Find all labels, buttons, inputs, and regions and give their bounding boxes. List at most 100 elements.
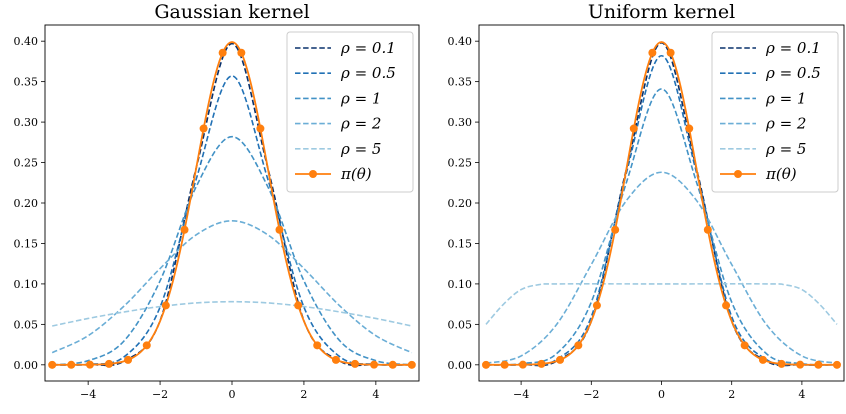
legend-label-rho-4: ρ = 5: [765, 140, 806, 158]
x-tick-label: −4: [513, 388, 529, 401]
plot-frame: [44, 24, 420, 382]
y-tick-label: 0.25: [448, 157, 473, 170]
target-density-marker: [629, 124, 638, 133]
target-density-marker: [518, 360, 527, 369]
y-tick-label: 0.20: [14, 197, 39, 210]
y-tick-label: 0.00: [448, 359, 473, 372]
series-line-rho-2: [485, 88, 838, 366]
y-tick-label: 0.30: [448, 116, 473, 129]
target-density-marker: [237, 48, 246, 57]
chart-title: Gaussian kernel: [154, 1, 309, 23]
target-density-marker: [124, 355, 133, 364]
series-line-rho-4: [485, 283, 838, 325]
x-tick-label: 2: [728, 388, 735, 401]
target-density-marker: [275, 225, 284, 234]
target-density-marker: [67, 360, 76, 369]
y-tick-label: 0.05: [448, 318, 473, 331]
target-density-marker: [482, 360, 491, 369]
target-density-marker: [740, 341, 749, 350]
chart-panel-1: Gaussian kernel −4 −2 0 2 4 0.00 0.05 0.10 0.15 0.…: [14, 1, 420, 401]
x-tick-label: 0: [658, 388, 665, 401]
chart-panel-2: Uniform kernel −4 −2 0 2 4 0.00 0.05 0.10 0.15 0.2…: [448, 1, 845, 401]
target-density-marker: [294, 301, 303, 310]
chart-title: Uniform kernel: [588, 1, 735, 23]
y-tick-label: 0.00: [14, 359, 39, 372]
target-density-marker: [777, 359, 786, 368]
target-density-marker: [500, 360, 509, 369]
series-line-rho-3: [485, 171, 838, 364]
target-density-marker: [331, 355, 340, 364]
legend-label-target: π(θ): [765, 165, 797, 183]
target-density-marker: [370, 360, 379, 369]
target-density-marker: [648, 48, 657, 57]
legend-label-rho-3: ρ = 2: [765, 115, 806, 133]
target-density-marker: [180, 225, 189, 234]
target-density-marker: [48, 360, 57, 369]
legend-label-rho-2: ρ = 1: [765, 89, 806, 107]
x-tick-label: 4: [372, 388, 379, 401]
legend-label-rho-0: ρ = 0.1: [765, 39, 821, 57]
target-density-marker: [703, 225, 712, 234]
y-tick-label: 0.20: [448, 197, 473, 210]
x-tick-label: −4: [80, 388, 96, 401]
target-density-marker: [537, 359, 546, 368]
x-tick-label: 4: [798, 388, 805, 401]
target-density-marker: [666, 48, 675, 57]
target-density-marker: [758, 355, 767, 364]
legend-label-rho-2: ρ = 1: [340, 89, 381, 107]
x-tick-label: −2: [152, 388, 168, 401]
target-density-marker: [313, 341, 322, 350]
legend-box: [286, 31, 414, 193]
series-line-rho-3: [51, 219, 413, 354]
target-density-marker: [611, 225, 620, 234]
target-density-marker: [832, 360, 841, 369]
target-density-marker: [796, 360, 805, 369]
target-density-marker: [592, 301, 601, 310]
y-tick-label: 0.40: [14, 35, 39, 48]
plot-area: [482, 41, 841, 369]
target-density-marker: [256, 124, 265, 133]
series-line-rho-0: [52, 42, 412, 367]
x-tick-label: 0: [229, 388, 236, 401]
legend-box: [711, 31, 839, 193]
target-density-marker: [388, 360, 397, 369]
x-tick-label: 2: [300, 388, 307, 401]
plot-area: [48, 41, 416, 369]
target-density-marker: [574, 341, 583, 350]
target-density-marker: [199, 124, 208, 133]
legend-label-rho-3: ρ = 2: [340, 115, 381, 133]
target-density-marker: [350, 359, 359, 368]
y-tick-label: 0.35: [14, 76, 39, 89]
series-line-rho-1: [52, 75, 412, 366]
legend-label-target: π(θ): [340, 165, 372, 183]
legend-label-rho-1: ρ = 0.5: [340, 64, 396, 82]
target-density-marker: [556, 355, 565, 364]
legend-marker-target: [734, 170, 742, 178]
plot-frame: [478, 24, 845, 382]
target-density-marker: [85, 360, 94, 369]
legend-label-rho-0: ρ = 0.1: [340, 39, 396, 57]
legend-label-rho-4: ρ = 5: [340, 140, 381, 158]
y-tick-label: 0.10: [14, 278, 39, 291]
target-density-marker: [218, 48, 227, 57]
target-density-marker: [685, 124, 694, 133]
legend-marker-target: [309, 170, 317, 178]
target-density-marker: [814, 360, 823, 369]
target-density-marker: [161, 301, 170, 310]
y-tick-label: 0.25: [14, 157, 39, 170]
series-line-rho-4: [52, 300, 412, 327]
x-tick-label: −2: [583, 388, 599, 401]
y-tick-label: 0.05: [14, 318, 39, 331]
y-tick-label: 0.30: [14, 116, 39, 129]
target-density-marker: [105, 359, 114, 368]
y-tick-label: 0.10: [448, 278, 473, 291]
target-density-marker: [722, 301, 731, 310]
series-line-rho-2: [52, 135, 412, 366]
y-tick-label: 0.35: [448, 76, 473, 89]
target-density-marker: [407, 360, 416, 369]
legend-label-rho-1: ρ = 0.5: [765, 64, 821, 82]
y-tick-label: 0.15: [448, 237, 473, 250]
y-tick-label: 0.40: [448, 35, 473, 48]
y-tick-label: 0.15: [14, 237, 39, 250]
